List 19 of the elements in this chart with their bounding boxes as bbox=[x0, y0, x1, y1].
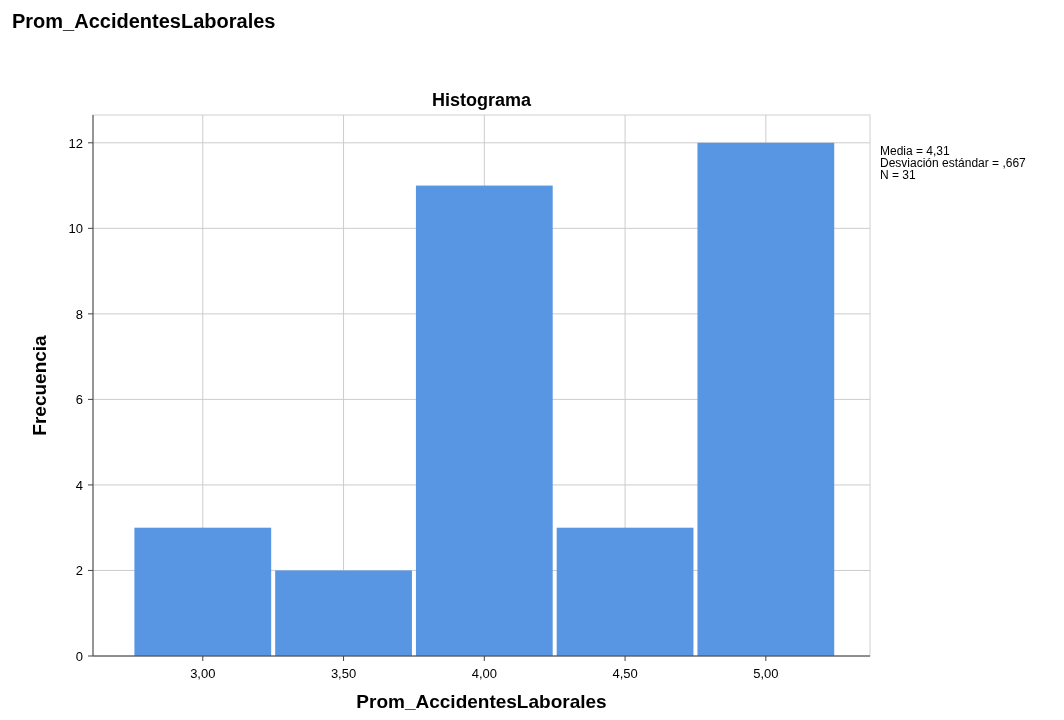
y-tick-label: 12 bbox=[68, 135, 83, 151]
x-tick-label: 5,00 bbox=[753, 666, 779, 681]
x-axis-title: Prom_AccidentesLaborales bbox=[356, 691, 607, 712]
y-tick-label: 0 bbox=[75, 649, 83, 664]
chart-subtitle: Histograma bbox=[431, 90, 532, 110]
text: Desviación estándar = ,667 bbox=[880, 156, 1027, 170]
y-tick-label: 4 bbox=[75, 477, 83, 493]
y-tick-label: 6 bbox=[75, 392, 83, 408]
y-tick-label: 10 bbox=[68, 221, 83, 237]
y-tick-label: 8 bbox=[75, 306, 83, 322]
x-tick-label: 4,50 bbox=[612, 666, 638, 681]
x-tick-label: 4,00 bbox=[471, 666, 497, 681]
x-tick-label: 3,00 bbox=[190, 666, 216, 681]
y-axis-title: Frecuencia bbox=[29, 334, 50, 436]
text: N = 31 bbox=[880, 168, 917, 182]
chart-title: Prom_AccidentesLaborales bbox=[12, 10, 276, 32]
x-tick-label: 3,50 bbox=[330, 666, 357, 681]
text: Media = 4,31 bbox=[880, 144, 951, 158]
y-tick-label: 2 bbox=[75, 563, 83, 579]
